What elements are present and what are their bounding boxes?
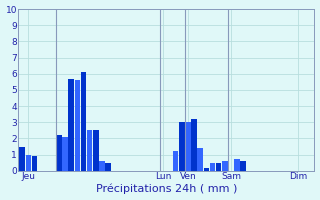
Bar: [179, 122, 185, 171]
Bar: [87, 130, 92, 171]
Bar: [210, 163, 215, 171]
Bar: [68, 79, 74, 171]
Bar: [56, 135, 62, 171]
Bar: [173, 151, 179, 171]
Bar: [222, 161, 228, 171]
X-axis label: Précipitations 24h ( mm ): Précipitations 24h ( mm ): [96, 184, 237, 194]
Bar: [26, 155, 31, 171]
Bar: [32, 156, 37, 171]
Bar: [105, 163, 111, 171]
Bar: [197, 148, 203, 171]
Bar: [185, 122, 191, 171]
Bar: [20, 147, 25, 171]
Bar: [93, 130, 99, 171]
Bar: [240, 161, 246, 171]
Bar: [191, 119, 197, 171]
Bar: [234, 159, 240, 171]
Bar: [216, 163, 221, 171]
Bar: [62, 137, 68, 171]
Bar: [204, 168, 209, 171]
Bar: [99, 161, 105, 171]
Bar: [75, 80, 80, 171]
Bar: [81, 72, 86, 171]
